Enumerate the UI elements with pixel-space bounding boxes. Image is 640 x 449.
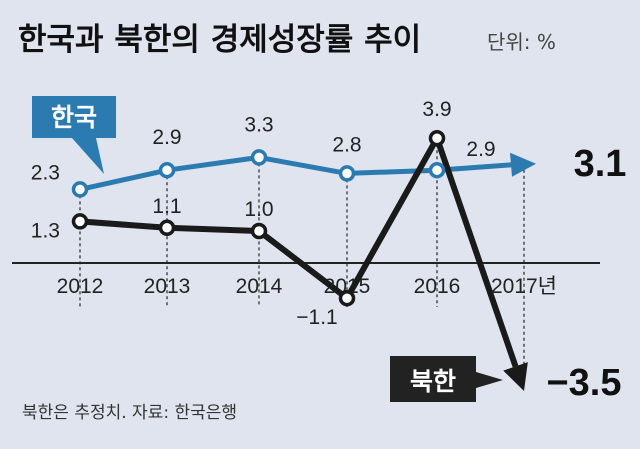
x-tick-label: 2017년 [491,275,557,298]
source-note: 북한은 추정치. 자료: 한국은행 [22,403,237,423]
x-tick-label: 2014 [236,275,283,298]
x-tick-label: 2012 [57,275,104,298]
chart-title: 한국과 북한의 경제성장률 추이 [18,22,421,58]
series-lines [79,136,536,391]
legend-tag-north: 북한 [390,356,503,402]
data-label-korea: 2.8 [332,133,361,156]
x-tick-labels: 2012 2013 2014 2015 2016 2017년 [57,275,557,298]
data-label-korea: 3.3 [244,113,273,136]
legend-tag-korea: 한국 [32,96,116,174]
data-label-north: 1.1 [152,195,181,218]
data-label-north: −3.5 [546,362,621,404]
data-points [71,129,446,307]
data-label-korea: 2.3 [31,161,60,184]
data-point-korea [428,161,446,179]
x-tick-label: 2013 [144,275,191,298]
legend-tag-korea-shape [32,96,116,174]
data-point-korea [250,149,268,166]
data-point-north [428,129,446,147]
data-point-korea [71,181,89,198]
data-label-north: −1.1 [296,306,337,329]
data-label-north: 3.9 [422,98,451,121]
legend-label-korea: 한국 [51,103,97,132]
legend-tag-north-shape [390,356,503,402]
data-label-korea: 3.1 [574,143,627,185]
data-point-north [158,219,176,237]
data-point-korea [338,165,356,182]
chart-unit: 단위: % [487,30,556,54]
data-point-korea [158,161,176,179]
series-arrowhead-north [503,362,528,391]
data-label-korea: 2.9 [152,126,181,149]
data-labels: 2.3 2.9 3.3 2.8 2.9 3.1 1.3 1.1 1.0 −1.1 3.9 −3.5 [31,98,627,404]
data-label-north: 1.3 [31,219,60,242]
series-line-north-2017 [434,137,519,368]
x-tick-label: 2016 [414,275,461,298]
data-point-north [71,213,89,230]
legend-label-north: 북한 [410,367,456,396]
data-label-korea: 2.9 [466,138,495,161]
data-point-north [250,222,268,240]
data-label-north: 1.0 [244,198,273,221]
data-point-north [338,289,356,307]
series-arrowhead-korea [510,152,536,177]
